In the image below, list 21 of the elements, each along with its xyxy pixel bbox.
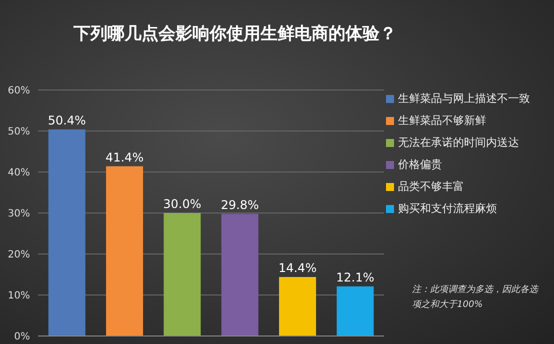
- y-tick-label: 30%: [8, 208, 30, 220]
- legend-label: 价格偏贵: [398, 158, 442, 171]
- y-tick-label: 0%: [14, 332, 30, 343]
- data-label: 50.4%: [48, 113, 86, 128]
- y-tick-label: 20%: [8, 250, 30, 261]
- data-label: 12.1%: [336, 270, 374, 284]
- legend-label: 生鲜菜品不够新鲜: [398, 114, 486, 127]
- legend-label: 品类不够丰富: [398, 180, 464, 193]
- y-tick-label: 40%: [8, 168, 30, 179]
- legend-label: 无法在承诺的时间内送达: [398, 136, 519, 149]
- data-label: 29.8%: [220, 198, 259, 212]
- legend-label: 生鲜菜品与网上描述不一致: [398, 92, 530, 105]
- data-label: 41.4%: [105, 150, 144, 164]
- data-label: 14.4%: [278, 260, 317, 275]
- legend-label: 购买和支付流程麻烦: [398, 202, 497, 215]
- y-tick-label: 50%: [8, 126, 30, 138]
- y-tick-label: 60%: [8, 86, 30, 97]
- y-tick-label: 10%: [8, 290, 30, 302]
- chart-title: 下列哪几点会影响你使用生鲜电商的体验？: [72, 23, 398, 45]
- data-label: 30.0%: [163, 197, 202, 211]
- text: 注：此项调查为多选，因此各选项之和大于100%: [412, 284, 540, 312]
